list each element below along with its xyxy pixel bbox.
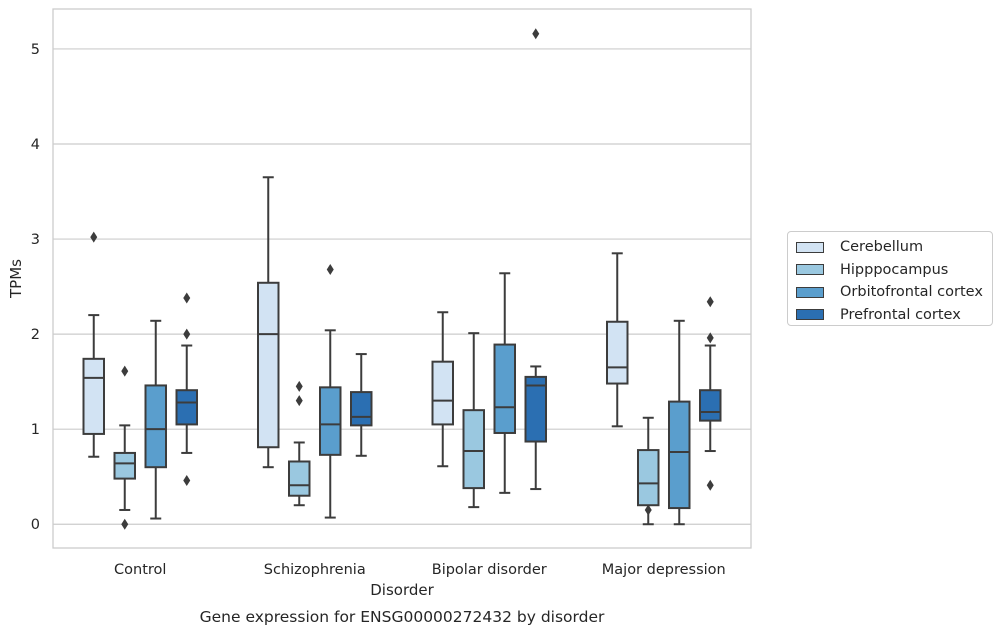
iqr-box [668, 400, 691, 510]
outlier-point [183, 328, 191, 340]
y-tick-label-0: 0 [31, 517, 40, 533]
iqr-box [431, 360, 454, 426]
outlier-point [295, 395, 303, 407]
box-marks [82, 28, 722, 530]
x-tick-label-bipolar-disorder: Bipolar disorder [432, 562, 547, 578]
x-tick-label-major-depression: Major depression [602, 562, 726, 578]
iqr-box [637, 449, 660, 507]
legend-label-cerebellum: Cerebellum [840, 239, 924, 256]
legend-item-orbitofrontal-cortex: Orbitofrontal cortex [796, 281, 984, 304]
box-major-depression-cerebellum [606, 252, 629, 428]
iqr-box [175, 389, 198, 426]
iqr-box [350, 391, 373, 427]
iqr-box [462, 409, 485, 490]
legend-label-orbitofrontal-cortex: Orbitofrontal cortex [840, 284, 983, 301]
outlier-point [183, 475, 191, 487]
box-control-prefrontal-cortex [175, 292, 198, 487]
iqr-box [144, 384, 167, 469]
chart-caption: Gene expression for ENSG00000272432 by d… [200, 608, 605, 626]
outlier-point [295, 380, 303, 392]
x-axis-label: Disorder [370, 581, 434, 599]
box-bipolar-disorder-hipppocampus [462, 332, 485, 509]
iqr-box [606, 320, 629, 385]
legend-label-hippocampus: Hipppocampus [840, 261, 949, 278]
box-major-depression-hipppocampus [637, 416, 660, 526]
iqr-box [524, 375, 547, 443]
grid-lines [53, 48, 751, 525]
iqr-box [493, 343, 516, 434]
box-bipolar-disorder-prefrontal-cortex [524, 28, 547, 491]
iqr-box [82, 357, 105, 435]
y-tick-label-2: 2 [31, 327, 40, 343]
box-bipolar-disorder-orbitofrontal-cortex [493, 272, 516, 494]
outlier-point [532, 28, 540, 40]
iqr-box [288, 460, 311, 497]
x-tick-label-control: Control [114, 562, 166, 578]
legend-item-hippocampus: Hipppocampus [796, 259, 984, 282]
box-control-cerebellum [82, 231, 105, 458]
outlier-point [121, 365, 129, 377]
outlier-point [644, 504, 652, 516]
iqr-box [319, 386, 342, 456]
outlier-point [326, 263, 334, 275]
legend-label-prefrontal-cortex: Prefrontal cortex [840, 306, 961, 323]
legend: Cerebellum Hipppocampus Orbitofrontal co… [787, 231, 993, 326]
legend-item-cerebellum: Cerebellum [796, 236, 984, 259]
iqr-box [113, 451, 136, 480]
legend-swatch-prefrontal-cortex [796, 309, 824, 321]
box-major-depression-prefrontal-cortex [699, 296, 722, 491]
outlier-point [706, 296, 714, 308]
legend-swatch-cerebellum [796, 241, 824, 253]
iqr-box [257, 281, 280, 449]
x-tick-label-schizophrenia: Schizophrenia [264, 562, 366, 578]
box-bipolar-disorder-cerebellum [431, 311, 454, 468]
y-tick-label-5: 5 [31, 42, 40, 58]
plot-frame [52, 8, 752, 549]
axis-tick-labels: 0 1 2 3 4 5 Control Schizophrenia Bipolar disord… [31, 42, 726, 578]
box-control-hipppocampus [113, 365, 136, 530]
y-axis-label: TPMs [7, 259, 25, 299]
outlier-point [90, 231, 98, 243]
iqr-box [699, 389, 722, 422]
box-schizophrenia-prefrontal-cortex [350, 353, 373, 457]
box-schizophrenia-hipppocampus [288, 380, 311, 507]
legend-item-prefrontal-cortex: Prefrontal cortex [796, 304, 984, 327]
box-schizophrenia-cerebellum [257, 176, 280, 469]
y-tick-label-4: 4 [31, 137, 40, 153]
y-tick-label-1: 1 [31, 422, 40, 438]
legend-swatch-hippocampus [796, 264, 824, 276]
outlier-point [121, 518, 129, 530]
outlier-point [183, 292, 191, 304]
y-tick-label-3: 3 [31, 232, 40, 248]
box-control-orbitofrontal-cortex [144, 319, 167, 520]
legend-swatch-orbitofrontal-cortex [796, 286, 824, 298]
outlier-point [706, 479, 714, 491]
box-major-depression-orbitofrontal-cortex [668, 319, 691, 526]
outlier-point [706, 332, 714, 344]
box-schizophrenia-orbitofrontal-cortex [319, 263, 342, 519]
